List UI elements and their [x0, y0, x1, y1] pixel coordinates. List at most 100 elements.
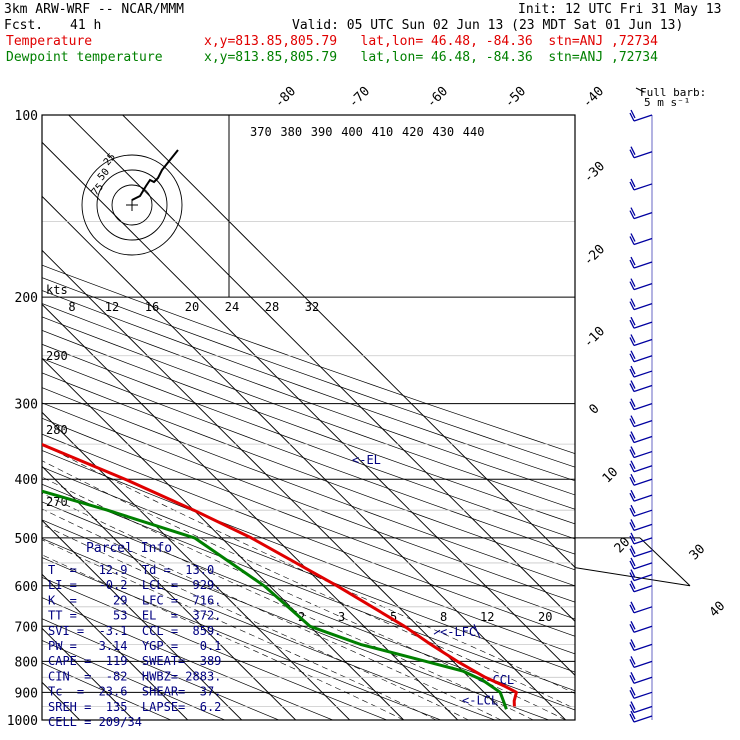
parcel-info-row: LI = -0.2 LCL = 929.: [48, 578, 221, 592]
mixing-ratio-label: 5: [390, 610, 397, 624]
isotherm-label: -60: [424, 84, 451, 111]
hodograph-speed-label: 8: [68, 300, 75, 314]
theta-label: 380: [280, 125, 302, 139]
theta-label: 440: [463, 125, 485, 139]
isotherm-line: [42, 411, 351, 720]
hodograph-ring: [111, 184, 153, 226]
pressure-tick-label: 700: [15, 620, 38, 635]
isotherm-label: -80: [272, 84, 299, 111]
isotherm-label: 10: [600, 465, 622, 487]
isotherm-line: [42, 303, 459, 720]
wind-barb: [629, 460, 653, 473]
model-title: 3km ARW-WRF -- NCAR/MMM: [4, 2, 185, 17]
wind-barb: [629, 207, 653, 220]
legend-temperature-info: x,y=813.85,805.79 lat,lon= 46.48, -84.36…: [204, 34, 658, 49]
pressure-tick-label: 500: [15, 532, 38, 547]
wind-barb: [629, 316, 653, 329]
wind-barb: [629, 298, 653, 311]
hodograph-ring: [96, 169, 168, 241]
isotherm-line: [42, 573, 189, 720]
hodograph-speed-label: 28: [265, 300, 279, 314]
parcel-info-row: Tc = 23.6 SHEAR= 37.: [48, 685, 221, 699]
isotherm-line: [42, 249, 513, 720]
isotherm-label: -50: [502, 84, 529, 111]
wind-barb: [629, 350, 653, 363]
isotherm-label: -20: [581, 242, 608, 269]
wind-barb: [629, 580, 653, 593]
forecast-label: Fcst.: [4, 18, 44, 33]
wind-barb: [629, 380, 653, 393]
hodograph-ring-label: 25: [102, 152, 118, 168]
pressure-tick-label: 1000: [7, 714, 38, 729]
isotherm-label: 40: [707, 599, 729, 621]
parcel-info-row: SVI = -3.1 CCL = 859.: [48, 624, 221, 638]
parcel-info-row: PW = 3.14 YGP = 0.1: [48, 639, 221, 653]
wind-barb: [629, 601, 653, 614]
isotherm-label: -10: [581, 324, 608, 351]
wind-barb: [629, 687, 653, 699]
isotherm-label: -30: [581, 159, 608, 186]
theta-label: 420: [402, 125, 424, 139]
parcel-info-row: K = 29 LFC = 716.: [48, 593, 221, 607]
theta-label: 290: [46, 349, 68, 363]
hodograph-speed-label: 12: [105, 300, 119, 314]
wind-barb: [629, 334, 653, 347]
wind-barb: [629, 489, 653, 502]
hodograph-speed-label: 16: [145, 300, 159, 314]
wind-barb: [629, 569, 653, 582]
wind-barb: [629, 639, 653, 652]
isotherm-label: -70: [346, 84, 373, 111]
wind-barb: [629, 178, 653, 191]
legend-dewpoint-info: x,y=813.85,805.79 lat,lon= 46.48, -84.36…: [204, 50, 658, 65]
parcel-info-row: CAPE = 119 SWEAT= 389: [48, 654, 221, 668]
isotherm-line: [122, 115, 575, 568]
wind-barb: [629, 519, 653, 532]
barb-legend-mark: [635, 87, 645, 93]
level-annotation: <-LFC: [440, 625, 476, 639]
isotherm-line: [42, 195, 567, 720]
wind-barb: [629, 504, 653, 517]
theta-label: 410: [372, 125, 394, 139]
isotherm-line: [42, 519, 243, 720]
pressure-tick-label: 200: [15, 291, 38, 306]
wind-barb: [629, 278, 653, 291]
hodograph-speed-label: 24: [225, 300, 239, 314]
isotherm-line: [68, 115, 575, 622]
wind-barb: [629, 620, 653, 633]
wind-barb: [629, 431, 653, 444]
pressure-tick-label: 900: [15, 686, 38, 701]
parcel-info-title: Parcel Info: [86, 541, 172, 556]
mixing-ratio-label: 12: [480, 610, 494, 624]
theta-label: 390: [311, 125, 333, 139]
wind-barb: [629, 446, 653, 459]
isotherm-line: [42, 465, 297, 720]
theta-label: 280: [46, 423, 68, 437]
pressure-tick-label: 400: [15, 473, 38, 488]
hodograph-units-label: kts: [46, 283, 68, 297]
pressure-tick-label: 100: [15, 109, 38, 124]
temperature-profile: [42, 442, 518, 707]
isotherm-label: 0: [586, 401, 602, 417]
wind-barb: [629, 365, 653, 378]
wind-barb: [629, 532, 653, 545]
barb-legend-title: Full barb:: [640, 86, 706, 99]
wind-barb: [629, 557, 653, 570]
parcel-info-row: SREH = 135 LAPSE= 6.2: [48, 700, 221, 714]
mixing-ratio-label: 3: [338, 610, 345, 624]
hodograph-trace: [131, 149, 179, 201]
level-annotation: <-EL: [352, 453, 381, 467]
barb-legend-units: 5 m s⁻¹: [644, 96, 690, 109]
pressure-tick-label: 800: [15, 655, 38, 670]
wind-barb: [629, 233, 653, 246]
parcel-info-row: TT = 53 EL = 372.: [48, 609, 221, 623]
legend-temperature: Temperature: [6, 34, 93, 49]
pressure-tick-label: 600: [15, 580, 38, 595]
isotherm-label: -40: [580, 84, 607, 111]
wind-barb: [629, 398, 653, 411]
plot-frame: [41, 114, 576, 721]
mixing-ratio-label: 8: [440, 610, 447, 624]
wind-barb: [629, 473, 653, 486]
extension-line: [639, 537, 691, 587]
wind-barb: [629, 710, 653, 723]
